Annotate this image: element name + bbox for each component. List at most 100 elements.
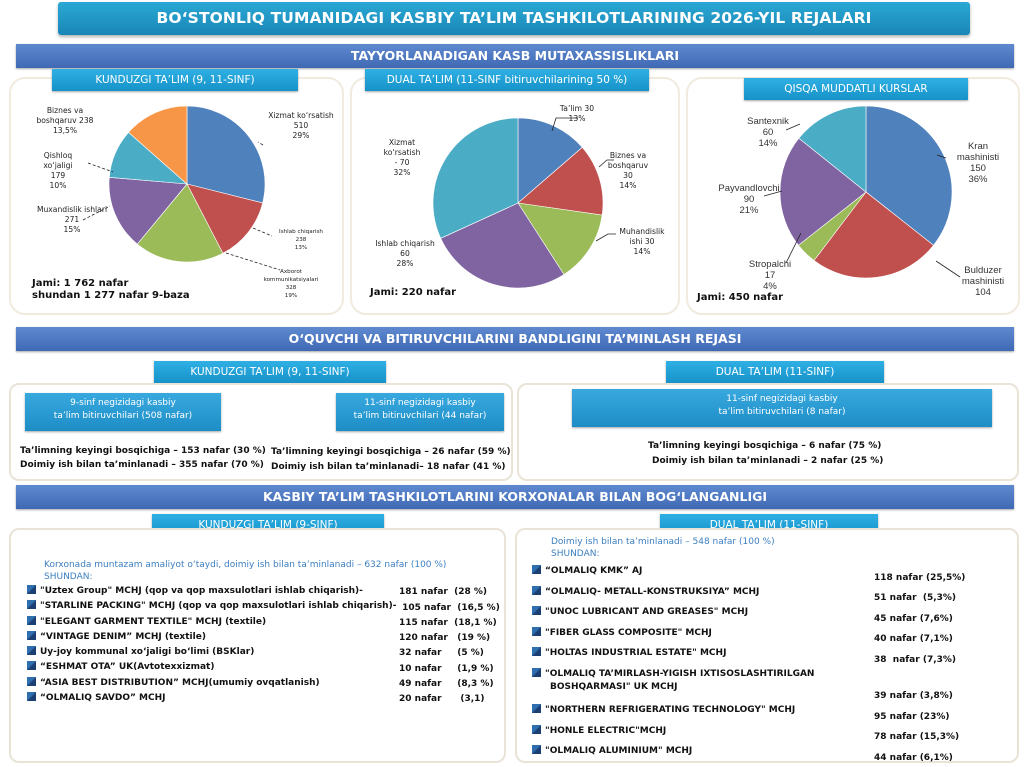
pie3-label-kran: Kran mashinisti 150 36% (956, 141, 1000, 185)
company-row: "NORTHERN REFRIGERATING TECHNOLOGY" MCHJ… (532, 703, 1008, 724)
bullet-icon (532, 745, 541, 755)
bullet-icon (532, 606, 541, 615)
company-row: “ESHMAT OTA” UK(Avtotexxizmat) 10 nafar (… (27, 660, 497, 675)
company-value: 51 nafar (5,3%) (874, 593, 957, 603)
pie3-label-santexnik: Santexnik 60 14% (747, 116, 789, 149)
company-value: 32 nafar (5 %) (399, 648, 484, 659)
company-value: 40 nafar (7,1%) (874, 634, 953, 644)
pie1-total: Jami: 1 762 nafar shundan 1 277 nafar 9-b… (32, 278, 190, 301)
company-name-cont: BOSHQARMASI" UK MCHJ (550, 681, 678, 692)
company-row: "UNOC LUBRICANT AND GREASES" MCHJ 45 nafa… (532, 605, 1008, 626)
chart3-title: QISQA MUDDATLI KURSLAR (744, 78, 968, 100)
company-value: 181 nafar (28 %) (399, 587, 487, 598)
company-value: 45 nafar (7,6%) (874, 613, 953, 624)
company-value: 120 nafar (19 %) (399, 633, 491, 644)
pie1-slice-3 (108, 177, 188, 245)
bullet-icon (27, 661, 36, 671)
company-value: 49 nafar (8,3 %) (399, 679, 494, 690)
company-row: “ASIA BEST DISTRIBUTION” MCHJ(umumiy ovq… (27, 676, 497, 691)
company-name: "OLMALIQ ALUMINIUM" MCHJ (545, 746, 693, 757)
pie2-label-xizmat: Xizmat ko‘rsatish - 70 32% (383, 138, 421, 177)
bandlik-9-line-1: Ta’limning keyingi bosqichiga – 153 nafa… (20, 446, 266, 456)
company-value: 115 nafar (18,1 %) (399, 617, 497, 628)
company-row: “VINTAGE DENIM” MCHJ (textile) 120 nafar … (27, 630, 497, 645)
bandlik-9-line-2: Doimiy ish bilan ta’minlanadi – 355 nafa… (20, 460, 264, 470)
bullet-icon (532, 667, 541, 677)
bullet-icon (27, 676, 36, 686)
section-band-bandlik: O‘QUVCHI VA BITIRUVCHILARINI BANDLIGINI … (16, 327, 1014, 351)
company-value: 95 nafar (23%) (874, 711, 950, 722)
bullet-icon (532, 724, 541, 734)
pie2-total: Jami: 220 nafar (370, 287, 457, 298)
bullet-icon (532, 565, 541, 574)
pie1-label-qishloq: Qishloq xo‘jaligi 179 10% (43, 151, 73, 190)
pie1-slice-1 (186, 183, 264, 254)
pie1-label-xizmat: Xizmat ko‘rsatish 510 29% (268, 111, 334, 140)
bullet-icon (27, 646, 36, 656)
pie3-slice-1 (813, 191, 934, 279)
box-11-sinf: 11-sinf negizidagi kasbiy ta’lim bitiruvc… (336, 393, 504, 431)
company-name: “VINTAGE DENIM” MCHJ (textile) (40, 631, 206, 642)
pie1-slice-2 (136, 183, 224, 263)
pie3-label-payvand: Payvandlovchi 90 21% (718, 183, 780, 216)
korxona-right-shundan: SHUNDAN: (551, 549, 600, 559)
company-row: “OLMALIQ- METALL-KONSTRUKSIYA” MCHJ 51 na… (532, 585, 1008, 606)
bandlik-tab-dual: DUAL TA’LIM (11-SINF) (666, 361, 884, 383)
box-9-sinf: 9-sinf negizidagi kasbiy ta’lim bitiruvch… (25, 393, 221, 431)
pie1-label-ishlab: Ishlab chiqarish 238 13% (279, 229, 323, 251)
company-row: “OLMALIQ KMK” AJ 118 nafar (25,5%) (532, 564, 1008, 585)
company-name: "UNOC LUBRICANT AND GREASES" MCHJ (545, 607, 749, 617)
pie3-label-stropal: Stropalchi 17 4% (748, 259, 792, 292)
company-name: "STARLINE PACKING" MCHJ (qop va qop maxs… (40, 601, 397, 612)
pie2-label-talim: Ta’lim 30 13% (559, 104, 595, 123)
company-value: 44 nafar (6,1%) (874, 752, 953, 763)
company-value: 39 nafar (3,8%) (874, 691, 953, 702)
company-name: “OLMALIQ- METALL-KONSTRUKSIYA” MCHJ (545, 586, 760, 597)
company-row: "HONLE ELECTRIC"MCHJ 78 nafar (15,3%) (532, 724, 1008, 745)
chart2-title: DUAL TA’LIM (11-SINF bitiruvchilarining … (365, 69, 649, 91)
company-row: "OLMALIQ ALUMINIUM" MCHJ 44 nafar (6,1%) (532, 744, 1008, 765)
bandlik-dual-line-2: Doimiy ish bilan ta’minlanadi – 2 nafar … (652, 456, 884, 466)
pie3-slice-4 (798, 105, 867, 193)
bandlik-11-line-2: Doimiy ish bilan ta’minlanadi– 18 nafar … (271, 462, 506, 472)
company-row: "OLMALIQ TA’MIRLASH-YIGISH IXTISOSLASHTI… (532, 667, 1008, 704)
company-value: 38 nafar (7,3%) (874, 654, 957, 665)
pie3-slice-0 (865, 105, 953, 246)
pie1-slice-5 (128, 105, 188, 185)
company-row: "ELEGANT GARMENT TEXTILE" MCHJ (textile)… (27, 615, 497, 630)
pie2-slice-4 (432, 117, 519, 239)
company-value: 10 nafar (1,9 %) (399, 663, 494, 674)
pie2-label-muhandislik: Muhandislik ishi 30 14% (619, 227, 665, 256)
pie1-slice-0 (186, 105, 266, 204)
bullet-icon (27, 585, 36, 594)
korxona-left-shundan: SHUNDAN: (44, 572, 93, 582)
company-row: “OLMALIQ SAVDO” MCHJ 20 nafar (3,1) (27, 691, 497, 706)
pie3-label-bulduzer: Bulduzer mashinisti 104 (961, 265, 1005, 298)
company-value: 118 nafar (25,5%) (874, 572, 966, 583)
pie1-label-muxandislik: Muxandislik ishlari 271 15% (36, 205, 108, 234)
company-row: "STARLINE PACKING" MCHJ (qop va qop maxs… (27, 599, 500, 614)
company-name: "Uztex Group" MCHJ (qop va qop maxsulotl… (40, 586, 363, 596)
bullet-icon (27, 615, 36, 625)
section-band-korxona: KASBIY TA’LIM TASHKILOTLARINI KORXONALAR… (16, 485, 1014, 509)
korxona-left-list: "Uztex Group" MCHJ (qop va qop maxsulotl… (27, 584, 500, 706)
section-band-specialties: TAYYORLANADIGAN KASB MUTAXASSISLIKLARI (16, 44, 1014, 68)
company-row: "HOLTAS INDUSTRIAL ESTATE" MCHJ 38 nafar … (532, 646, 1008, 667)
bullet-icon (532, 647, 541, 656)
pie1-label-biznes: Biznes va boshqaruv 238 13,5% (36, 106, 94, 135)
korxona-right-list: “OLMALIQ KMK” AJ 118 nafar (25,5%) “OLMALI… (532, 564, 1008, 765)
bandlik-tab-kunduzgi: KUNDUZGI TA’LIM (9, 11-SINF) (154, 361, 386, 383)
korxona-left-intro: Korxonada muntazam amaliyot o‘taydi, doi… (44, 560, 447, 570)
bullet-icon (27, 692, 36, 702)
company-name: “OLMALIQ KMK” AJ (545, 566, 643, 576)
pie3-total: Jami: 450 nafar (697, 292, 784, 303)
pie2-label-ishlab: Ishlab chiqarish 60 28% (375, 239, 435, 268)
company-name: "FIBER GLASS COMPOSITE" MCHJ (545, 627, 712, 638)
pie2-label-biznes: Biznes va boshqaruv 30 14% (607, 151, 649, 190)
bandlik-dual-line-1: Ta’limning keyingi bosqichiga – 6 nafar … (648, 441, 882, 451)
korxona-panel-kunduzgi (9, 528, 506, 763)
company-name: Uy-joy kommunal xo‘jaligi bo‘limi (BSKla… (40, 647, 255, 658)
bullet-icon (532, 704, 541, 714)
company-name: "HONLE ELECTRIC"MCHJ (545, 725, 667, 736)
